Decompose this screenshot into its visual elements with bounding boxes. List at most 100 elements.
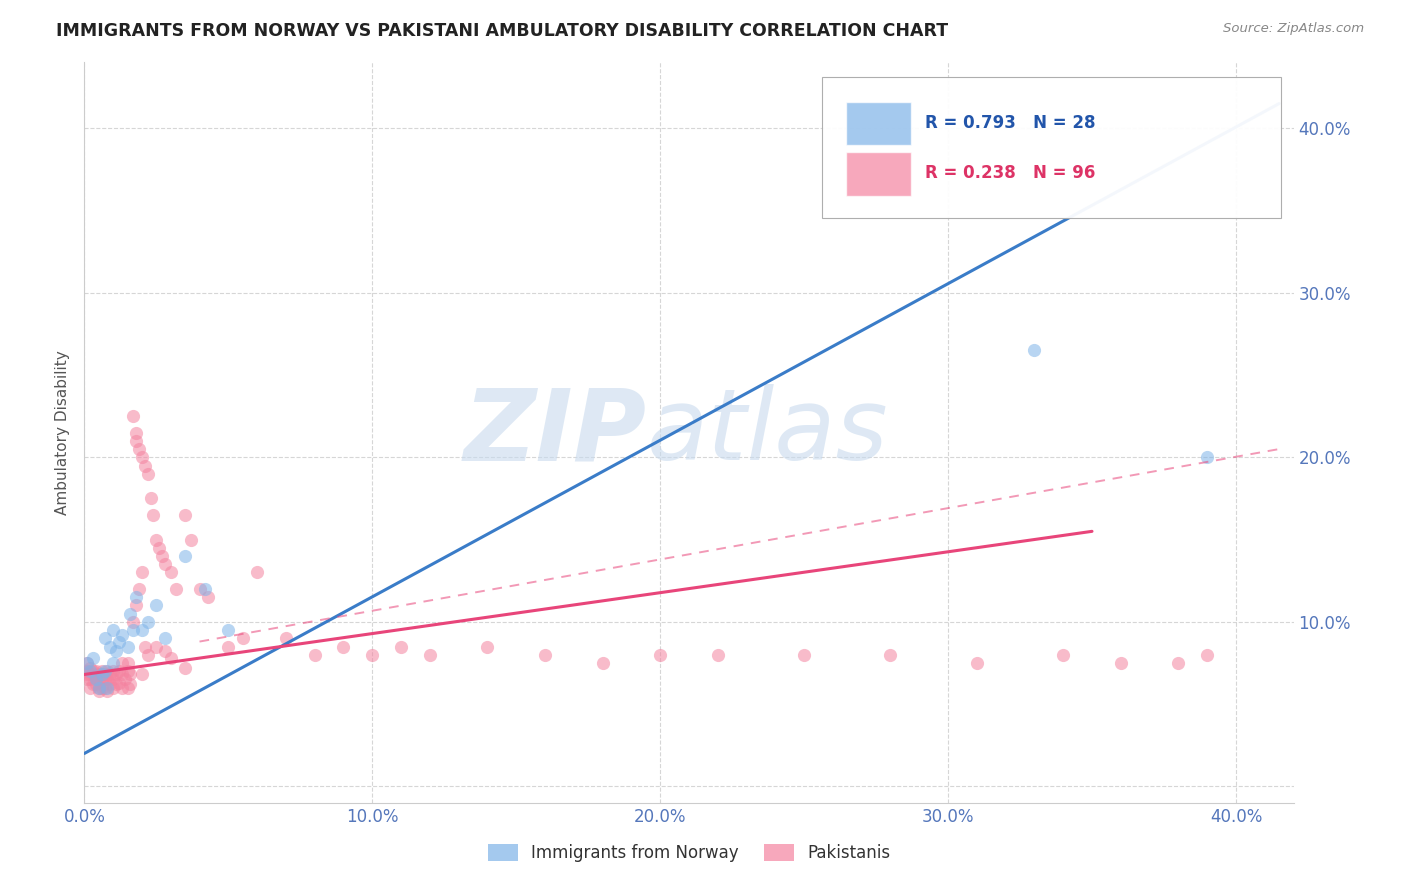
Point xyxy=(142,508,165,522)
Point xyxy=(111,628,134,642)
Point xyxy=(125,425,148,440)
Point xyxy=(87,684,110,698)
Point xyxy=(117,664,139,678)
Point xyxy=(217,640,239,654)
Point xyxy=(98,677,121,691)
Point xyxy=(131,450,153,465)
Point xyxy=(1197,648,1219,662)
Point xyxy=(87,681,110,695)
Point xyxy=(84,673,107,687)
Point xyxy=(82,664,104,678)
Text: R = 0.793   N = 28: R = 0.793 N = 28 xyxy=(925,114,1095,132)
Point xyxy=(166,582,188,596)
Point xyxy=(93,664,115,678)
Point xyxy=(105,677,128,691)
Point xyxy=(145,533,167,547)
Point xyxy=(98,640,121,654)
Point xyxy=(96,681,118,695)
Point xyxy=(122,623,145,637)
Point xyxy=(592,656,614,670)
Point xyxy=(153,558,176,572)
Point xyxy=(101,681,124,695)
Point xyxy=(79,664,101,678)
Point xyxy=(117,640,139,654)
Point xyxy=(79,681,101,695)
Point xyxy=(793,648,815,662)
FancyBboxPatch shape xyxy=(846,152,911,195)
Point xyxy=(87,667,110,681)
Point xyxy=(93,667,115,681)
Point xyxy=(76,656,98,670)
Point xyxy=(87,681,110,695)
FancyBboxPatch shape xyxy=(823,78,1281,218)
Point xyxy=(76,664,98,678)
Point xyxy=(90,673,112,687)
Point xyxy=(650,648,672,662)
Point xyxy=(122,409,145,424)
Point xyxy=(82,677,104,691)
Point xyxy=(274,632,297,646)
Point xyxy=(101,656,124,670)
Point xyxy=(125,590,148,604)
Point xyxy=(90,667,112,681)
Point xyxy=(134,458,156,473)
Point xyxy=(79,673,101,687)
Point xyxy=(111,667,134,681)
Point xyxy=(84,664,107,678)
Point xyxy=(131,667,153,681)
Point xyxy=(153,644,176,658)
Point xyxy=(120,677,142,691)
Point xyxy=(114,673,136,687)
Point xyxy=(361,648,384,662)
Point xyxy=(197,590,219,604)
Point xyxy=(93,673,115,687)
Point xyxy=(136,648,159,662)
Point xyxy=(1167,656,1189,670)
Point xyxy=(93,681,115,695)
Point xyxy=(105,667,128,681)
Point xyxy=(76,673,98,687)
Text: IMMIGRANTS FROM NORWAY VS PAKISTANI AMBULATORY DISABILITY CORRELATION CHART: IMMIGRANTS FROM NORWAY VS PAKISTANI AMBU… xyxy=(56,22,949,40)
Point xyxy=(131,566,153,580)
Point xyxy=(117,681,139,695)
Point xyxy=(1109,656,1132,670)
Point xyxy=(90,664,112,678)
Point xyxy=(879,648,901,662)
Point xyxy=(217,623,239,637)
Point xyxy=(534,648,557,662)
Point xyxy=(117,656,139,670)
Point xyxy=(90,681,112,695)
Point xyxy=(84,677,107,691)
Point xyxy=(125,599,148,613)
Point xyxy=(304,648,326,662)
Point xyxy=(159,566,181,580)
Point xyxy=(96,664,118,678)
Legend: Immigrants from Norway, Pakistanis: Immigrants from Norway, Pakistanis xyxy=(481,837,897,869)
Point xyxy=(232,632,254,646)
Point xyxy=(128,582,150,596)
Point xyxy=(96,673,118,687)
Point xyxy=(134,640,156,654)
Point xyxy=(84,671,107,685)
Point xyxy=(76,667,98,681)
Point xyxy=(1197,450,1219,465)
Text: ZIP: ZIP xyxy=(464,384,647,481)
Point xyxy=(120,607,142,621)
Point xyxy=(96,684,118,698)
Point xyxy=(180,533,202,547)
Point xyxy=(148,541,170,555)
Point xyxy=(145,599,167,613)
Text: atlas: atlas xyxy=(647,384,889,481)
Y-axis label: Ambulatory Disability: Ambulatory Disability xyxy=(55,351,70,515)
Point xyxy=(76,656,98,670)
Point xyxy=(150,549,173,563)
Text: R = 0.238   N = 96: R = 0.238 N = 96 xyxy=(925,164,1095,183)
Point xyxy=(136,615,159,629)
FancyBboxPatch shape xyxy=(846,102,911,145)
Point xyxy=(136,467,159,481)
Point xyxy=(159,651,181,665)
Text: Source: ZipAtlas.com: Source: ZipAtlas.com xyxy=(1223,22,1364,36)
Point xyxy=(93,632,115,646)
Point xyxy=(128,442,150,456)
Point xyxy=(174,508,197,522)
